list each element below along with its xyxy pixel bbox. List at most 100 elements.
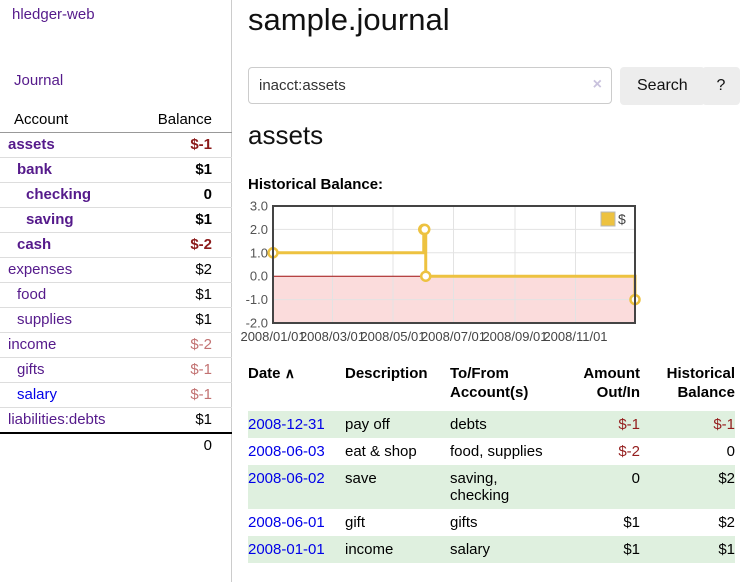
account-balance-cell: $-1 (136, 382, 232, 408)
account-row: cash $-2 (0, 232, 232, 258)
sidebar-item-journal[interactable]: Journal (14, 72, 64, 89)
transaction-amount-cell: 0 (631, 470, 640, 487)
x-tick-label: 2008/11/01 (543, 329, 607, 344)
transaction-description-cell: save (345, 470, 377, 487)
register-row: 2008-12-31 pay off debts $-1 $-1 (248, 411, 735, 438)
account-name-cell: income (0, 332, 137, 358)
register-header-amount: Amount Out/In (583, 365, 640, 401)
account-balance-cell: $2 (136, 257, 232, 283)
account-row: liabilities:debts $1 (0, 407, 232, 433)
account-balance-cell: $-2 (136, 232, 232, 258)
account-name-cell: checking (0, 182, 137, 208)
account-balance-cell: $-2 (136, 332, 232, 358)
account-balance-cell: $1 (136, 282, 232, 308)
register-header-date-label: Date (248, 365, 281, 382)
register-header-accounts: To/From Account(s) (450, 365, 529, 401)
accounts-table: Account Balance assets $-1 bank $1 checking 0… (0, 108, 232, 458)
register-header-date[interactable]: Date ∧ (248, 362, 345, 411)
transaction-balance-cell: 0 (726, 443, 735, 460)
transaction-description-cell: pay off (345, 416, 390, 433)
account-balance-cell: $-1 (190, 136, 212, 153)
app-brand-link[interactable]: hledger-web (12, 6, 95, 23)
register-tbody: 2008-12-31 pay off debts $-1 $-1 2008-06-03 ea… (248, 411, 735, 563)
account-name-cell: cash (0, 232, 137, 258)
account-balance-cell: $1 (136, 307, 232, 333)
x-tick-label: 2008/03/01 (300, 329, 365, 344)
transaction-balance-cell: $2 (718, 470, 735, 487)
accounts-header-row: Account Balance (0, 108, 232, 133)
register-table: Date ∧ Description To/From Account(s) Am… (248, 362, 735, 563)
transaction-accounts-cell: salary (450, 541, 491, 558)
register-header-description: Description (345, 365, 428, 382)
transaction-date-cell: 2008-06-01 (248, 509, 345, 536)
account-name-cell: assets (0, 133, 136, 158)
y-tick-label: -2.0 (246, 316, 268, 331)
account-balance-cell: $1 (136, 407, 232, 433)
historical-balance-chart: 3.0 2.0 1.0 0.0 -1.0 -2.02008/01/012008/03/01… (240, 199, 641, 344)
search-form: × (248, 67, 612, 105)
x-tick-label: 2008/01/01 (240, 329, 305, 344)
account-link[interactable]: saving (26, 211, 74, 228)
transaction-description-cell: eat & shop (345, 443, 417, 460)
y-tick-label: 2.0 (250, 222, 268, 237)
account-link[interactable]: expenses (8, 261, 73, 278)
account-link[interactable]: food (17, 286, 47, 303)
transaction-date-link[interactable]: 2008-01-01 (248, 541, 325, 558)
account-row: bank $1 (0, 157, 232, 183)
account-link[interactable]: income (8, 336, 57, 353)
account-link[interactable]: bank (17, 161, 53, 178)
register-header-row: Date ∧ Description To/From Account(s) Am… (248, 362, 735, 411)
transaction-date-link[interactable]: 2008-06-01 (248, 514, 325, 531)
account-link[interactable]: assets (8, 136, 55, 153)
legend-swatch-icon (600, 211, 616, 227)
account-name-cell: saving (0, 207, 137, 233)
transaction-date-link[interactable]: 2008-06-03 (248, 443, 325, 460)
transaction-date-cell: 2008-06-02 (248, 465, 345, 509)
account-balance-cell: 0 (136, 182, 232, 208)
transaction-date-cell: 2008-01-01 (248, 536, 345, 563)
account-link[interactable]: cash (17, 236, 52, 253)
account-balance-cell: $1 (136, 207, 232, 233)
transaction-amount-cell: $1 (623, 514, 640, 531)
register-row: 2008-06-01 gift gifts $1 $2 (248, 509, 735, 536)
account-link[interactable]: checking (26, 186, 92, 203)
account-link[interactable]: salary (17, 386, 58, 403)
transaction-date-link[interactable]: 2008-12-31 (248, 416, 325, 433)
transaction-balance-cell: $-1 (713, 416, 735, 433)
account-link[interactable]: liabilities:debts (8, 411, 106, 428)
sidebar: hledger-web Journal Account Balance asse… (0, 0, 232, 582)
transaction-accounts-cell: food, supplies (450, 443, 543, 460)
help-button[interactable]: ? (702, 67, 740, 105)
data-point-marker (419, 270, 432, 282)
transaction-description-cell: income (345, 541, 394, 558)
chart-title: Historical Balance: (248, 176, 384, 193)
clear-search-icon[interactable]: × (592, 76, 602, 93)
account-balance-cell: $1 (136, 157, 232, 183)
account-row: salary $-1 (0, 382, 232, 408)
search-input[interactable] (248, 67, 612, 104)
search-button[interactable]: Search (620, 67, 705, 105)
transaction-balance-cell: $1 (718, 541, 735, 558)
x-tick-label: 2008/09/01 (482, 329, 547, 344)
transaction-accounts-cell: debts (450, 416, 487, 433)
register-row: 2008-01-01 income salary $1 $1 (248, 536, 735, 563)
y-tick-label: 0.0 (250, 269, 268, 284)
accounts-tbody: assets $-1 bank $1 checking 0 saving $1 cash $-2 e… (0, 133, 232, 433)
account-link[interactable]: gifts (17, 361, 45, 378)
register-row: 2008-06-02 save saving, checking 0 $2 (248, 465, 735, 509)
account-name-cell: gifts (0, 357, 137, 383)
transaction-amount-cell: $-1 (618, 416, 640, 433)
account-name-cell: salary (0, 382, 137, 408)
transaction-date-link[interactable]: 2008-06-02 (248, 470, 325, 487)
register-header-balance: Historical Balance (666, 365, 735, 401)
sort-ascending-icon: ∧ (284, 365, 295, 381)
transaction-date-cell: 2008-12-31 (248, 411, 345, 438)
transaction-amount-cell: $-2 (618, 443, 640, 460)
transaction-accounts-cell: gifts (450, 514, 478, 531)
transaction-date-cell: 2008-06-03 (248, 438, 345, 465)
account-row: gifts $-1 (0, 357, 232, 383)
account-link[interactable]: supplies (17, 311, 73, 328)
accounts-total-value: 0 (136, 432, 232, 458)
account-row: supplies $1 (0, 307, 232, 333)
transaction-accounts-cell: saving, checking (450, 470, 510, 504)
